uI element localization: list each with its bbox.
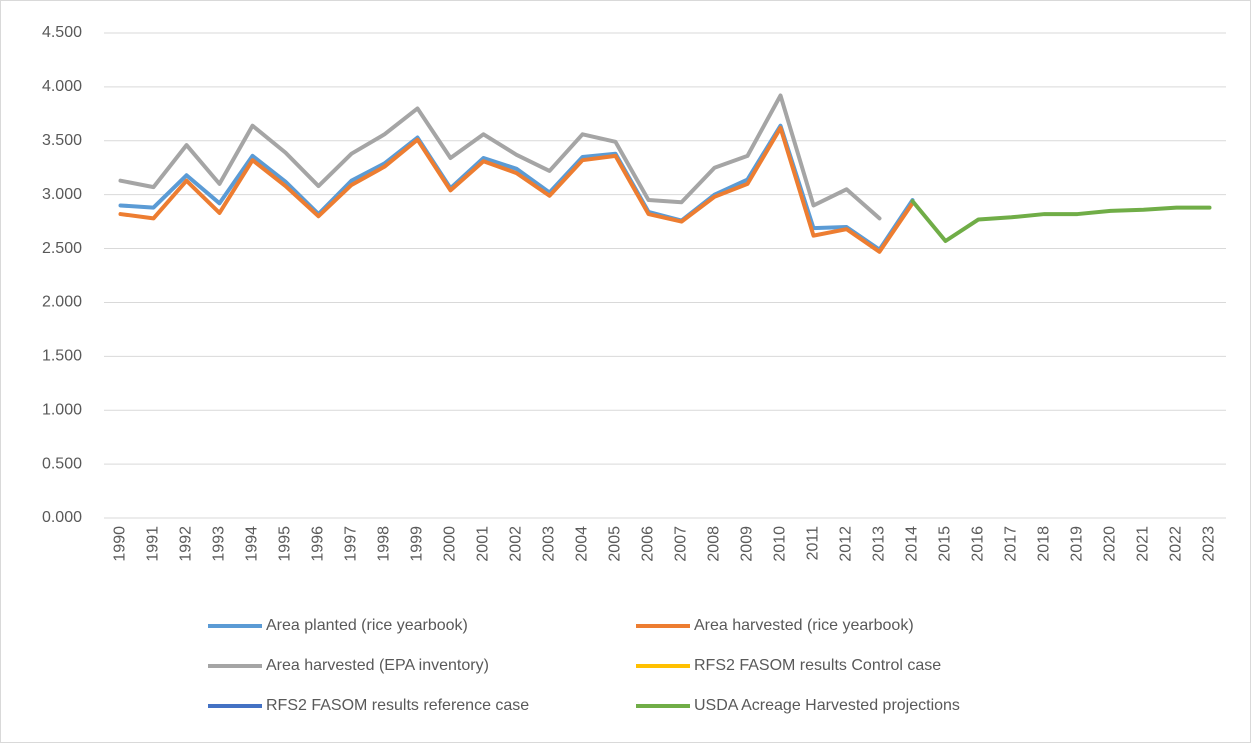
legend-label: RFS2 FASOM results Control case (694, 657, 941, 674)
x-tick-label: 2008 (706, 526, 723, 562)
x-tick-label: 1991 (145, 526, 162, 562)
x-tick-label: 1993 (211, 526, 228, 562)
x-tick-label: 2010 (772, 526, 789, 562)
x-tick-label: 2009 (739, 526, 756, 562)
x-tick-label: 1997 (343, 526, 360, 562)
legend-label: USDA Acreage Harvested projections (694, 697, 960, 714)
y-tick-label: 4.000 (42, 78, 82, 95)
x-tick-label: 2018 (1036, 526, 1053, 562)
y-tick-label: 3.000 (42, 186, 82, 203)
series-line (118, 125, 915, 254)
x-tick-label: 2017 (1003, 526, 1020, 562)
x-tick-label: 2001 (475, 526, 492, 562)
legend-label: Area harvested (rice yearbook) (694, 617, 914, 634)
x-tick-label: 2007 (673, 526, 690, 562)
x-tick-label: 2013 (871, 526, 888, 562)
x-tick-label: 1990 (112, 526, 129, 562)
x-tick-label: 2003 (541, 526, 558, 562)
x-tick-label: 1996 (310, 526, 327, 562)
x-tick-label: 1999 (409, 526, 426, 562)
y-tick-label: 3.500 (42, 132, 82, 149)
x-tick-label: 2004 (574, 526, 591, 562)
y-tick-label: 0.500 (42, 455, 82, 472)
x-tick-label: 2019 (1069, 526, 1086, 562)
x-tick-label: 2021 (1135, 526, 1152, 562)
x-tick-label: 2005 (607, 526, 624, 562)
x-tick-label: 2023 (1201, 526, 1218, 562)
series-line (118, 123, 915, 252)
x-tick-label: 1995 (277, 526, 294, 562)
legend-label: Area planted (rice yearbook) (266, 617, 468, 634)
legend-label: Area harvested (EPA inventory) (266, 657, 489, 674)
x-tick-label: 2015 (937, 526, 954, 562)
x-tick-label: 2012 (838, 526, 855, 562)
x-tick-label: 2006 (640, 526, 657, 562)
y-tick-label: 2.500 (42, 240, 82, 257)
y-tick-label: 1.500 (42, 348, 82, 365)
y-tick-label: 1.000 (42, 401, 82, 418)
y-tick-label: 0.000 (42, 509, 82, 526)
x-tick-label: 2014 (904, 526, 921, 562)
x-tick-label: 2002 (508, 526, 525, 562)
x-tick-label: 2016 (970, 526, 987, 562)
x-tick-label: 1992 (178, 526, 195, 562)
series-line (118, 93, 882, 221)
x-tick-label: 1998 (376, 526, 393, 562)
x-tick-label: 2011 (805, 526, 822, 561)
x-tick-label: 2022 (1168, 526, 1185, 562)
y-tick-label: 2.000 (42, 294, 82, 311)
x-tick-label: 2000 (442, 526, 459, 562)
legend-label: RFS2 FASOM results reference case (266, 697, 529, 714)
y-tick-label: 4.500 (42, 24, 82, 41)
x-tick-label: 1994 (244, 526, 261, 562)
series-line (910, 199, 1212, 244)
x-tick-label: 2020 (1102, 526, 1119, 562)
